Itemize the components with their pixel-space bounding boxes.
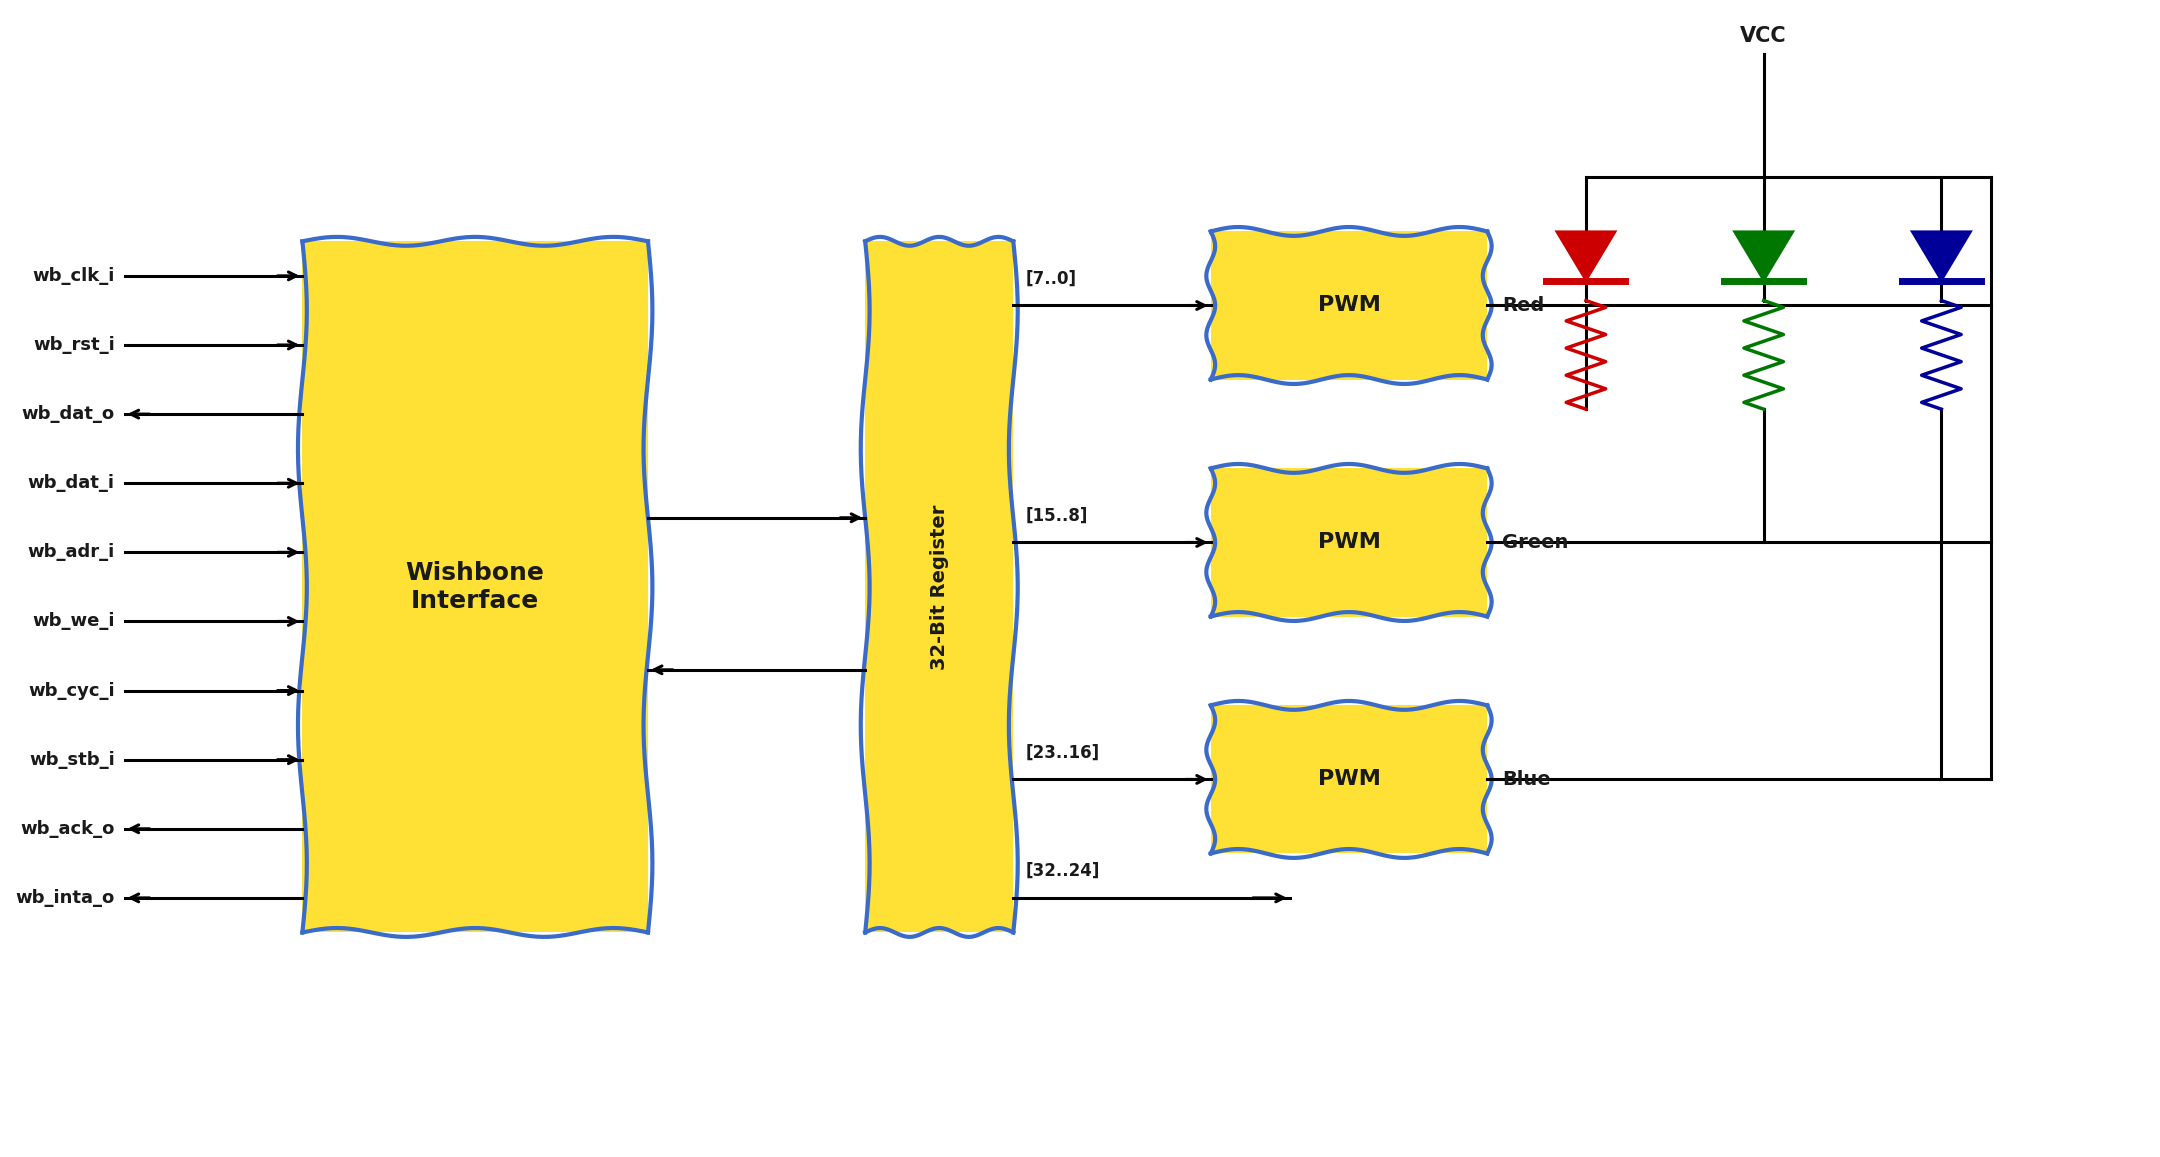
Bar [1212,231,1488,379]
Text: PWM: PWM [1318,532,1380,552]
Text: wb_we_i: wb_we_i [32,612,114,631]
Polygon shape [1912,231,1972,281]
Text: [23..16]: [23..16] [1026,744,1099,761]
Text: Red: Red [1501,296,1544,315]
Text: [15..8]: [15..8] [1026,507,1086,524]
Text: wb_ack_o: wb_ack_o [19,820,114,838]
Text: VCC: VCC [1741,25,1786,46]
Text: [32..24]: [32..24] [1026,862,1099,880]
Text: Blue: Blue [1501,769,1551,789]
Bar [302,242,648,933]
Bar [1212,469,1488,617]
Text: 32-Bit Register: 32-Bit Register [929,504,948,670]
Bar [1212,706,1488,854]
Polygon shape [1557,231,1616,281]
Text: wb_adr_i: wb_adr_i [28,544,114,561]
Text: wb_dat_o: wb_dat_o [22,405,114,423]
Text: [7..0]: [7..0] [1026,270,1076,288]
Text: wb_stb_i: wb_stb_i [28,751,114,768]
Text: wb_inta_o: wb_inta_o [15,889,114,907]
Text: wb_rst_i: wb_rst_i [32,336,114,354]
Text: PWM: PWM [1318,295,1380,316]
Text: wb_dat_i: wb_dat_i [28,474,114,492]
Bar [866,242,1013,933]
Text: PWM: PWM [1318,769,1380,789]
Polygon shape [1734,231,1793,281]
Text: wb_clk_i: wb_clk_i [32,267,114,285]
Text: Wishbone
Interface: Wishbone Interface [406,561,544,613]
Text: wb_cyc_i: wb_cyc_i [28,681,114,700]
Text: Green: Green [1501,533,1568,552]
